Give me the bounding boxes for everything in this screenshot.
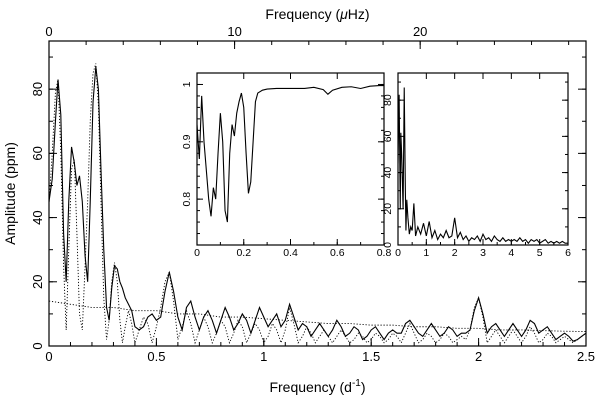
y-axis-label: Amplitude (ppm) bbox=[2, 142, 18, 245]
main-series-1-line bbox=[49, 63, 586, 345]
x-axis-label-close: ) bbox=[361, 379, 366, 395]
inset1-background bbox=[197, 73, 384, 245]
main-series-2-line bbox=[49, 300, 586, 332]
inset1-xtick-label: 0 bbox=[194, 247, 200, 259]
inset1-xtick-label: 0.6 bbox=[330, 247, 345, 259]
main-xtick-label: 0 bbox=[45, 349, 52, 364]
inset2-xtick-label: 1 bbox=[423, 247, 429, 259]
inset2-xtick-label: 6 bbox=[565, 247, 571, 259]
inset1-xtick-label: 0.8 bbox=[377, 247, 392, 259]
main-xtick-label: 0.5 bbox=[147, 349, 165, 364]
main-ytick-label: 40 bbox=[30, 210, 45, 224]
inset2-xtick-label: 3 bbox=[480, 247, 486, 259]
inset2-xtick-label: 4 bbox=[508, 247, 514, 259]
main-series-0-line bbox=[49, 66, 586, 342]
top-axis-tick-label: 0 bbox=[45, 24, 52, 39]
inset2-xtick-label: 0 bbox=[395, 247, 401, 259]
inset1-ytick-label: 0.8 bbox=[181, 192, 193, 207]
top-axis-label-mu: μ bbox=[339, 6, 348, 22]
top-axis-tick-label: 20 bbox=[413, 24, 427, 39]
main-frame bbox=[48, 40, 587, 347]
main-ytick-label: 60 bbox=[30, 146, 45, 160]
top-axis-label: Frequency (μHz) bbox=[265, 6, 369, 22]
main-plot-area bbox=[49, 63, 586, 345]
inset1-series-0-line bbox=[197, 85, 384, 223]
inset2-ytick-label: 0 bbox=[382, 242, 394, 248]
inset1-xtick-label: 0.4 bbox=[283, 247, 298, 259]
inset2-background bbox=[398, 73, 568, 245]
inset2-ytick-label: 40 bbox=[382, 167, 394, 179]
inset2-ytick-label: 80 bbox=[382, 94, 394, 106]
inset2-series-0-line bbox=[398, 87, 568, 245]
inset2-plot-area bbox=[398, 87, 568, 245]
main-xtick-label: 2 bbox=[475, 349, 482, 364]
main-ytick-label: 20 bbox=[30, 275, 45, 289]
main-xtick-label: 1 bbox=[260, 349, 267, 364]
top-axis-label-text: Frequency ( bbox=[265, 6, 340, 22]
main-xtick-label: 1.5 bbox=[362, 349, 380, 364]
x-axis-label-text: Frequency (d bbox=[269, 379, 351, 395]
top-axis-tick-label: 10 bbox=[227, 24, 241, 39]
inset1-plot-area bbox=[197, 85, 384, 223]
x-axis-label: Frequency (d-1) bbox=[269, 378, 365, 395]
inset1-ytick-label: 1 bbox=[181, 81, 193, 87]
x-axis-label-superscript: -1 bbox=[352, 378, 361, 389]
inset2-ytick-label: 60 bbox=[382, 130, 394, 142]
top-axis-label-unit: Hz) bbox=[348, 6, 370, 22]
inset1-ytick-label: 0.9 bbox=[181, 134, 193, 149]
main-ytick-label: 80 bbox=[30, 82, 45, 96]
inset2-xtick-label: 5 bbox=[537, 247, 543, 259]
main-ytick-label: 0 bbox=[30, 342, 45, 349]
inset1-xtick-label: 0.2 bbox=[236, 247, 251, 259]
main-xtick-label: 2.5 bbox=[577, 349, 595, 364]
inset1-panel: 0 0.2 0.4 0.6 0.8 0.8 0.9 1 bbox=[181, 72, 392, 259]
inset2-xtick-label: 2 bbox=[452, 247, 458, 259]
inset2-ytick-label: 20 bbox=[382, 203, 394, 215]
